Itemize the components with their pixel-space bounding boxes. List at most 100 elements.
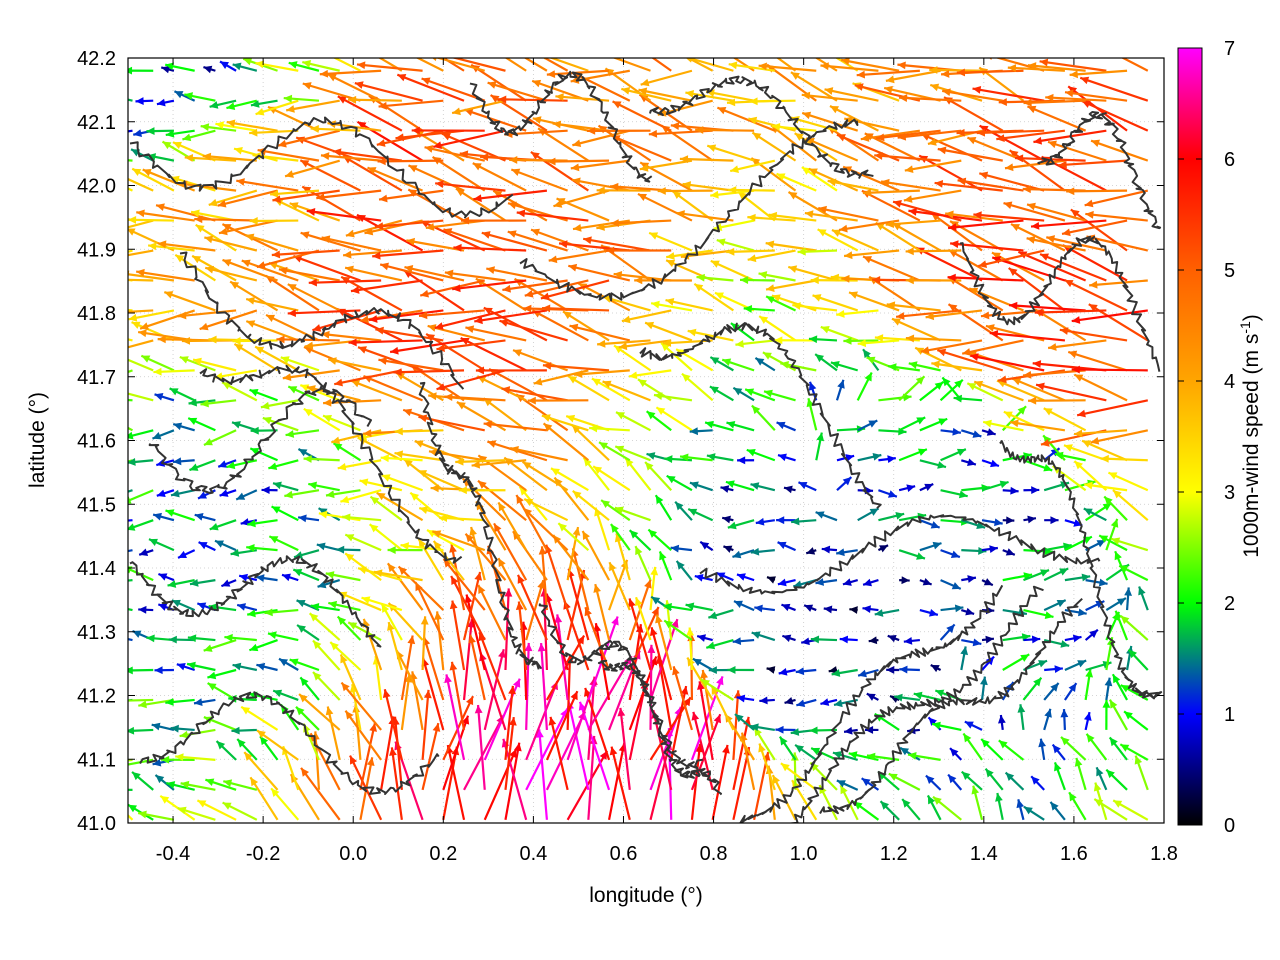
wind-vector xyxy=(960,607,975,616)
wind-vector xyxy=(1008,267,1066,312)
wind-vector xyxy=(971,785,984,821)
wind-vector xyxy=(743,305,775,313)
wind-vector xyxy=(777,578,796,587)
wind-vector xyxy=(434,611,445,671)
wind-vector xyxy=(436,369,506,391)
wind-vector xyxy=(862,578,879,587)
wind-vector xyxy=(198,541,216,552)
wind-vector xyxy=(152,429,175,440)
wind-vector xyxy=(215,121,258,132)
wind-vector xyxy=(249,639,278,652)
wind-vector xyxy=(318,510,361,522)
wind-vector xyxy=(934,179,1003,192)
wind-vector xyxy=(164,62,195,72)
wind-vector xyxy=(961,770,983,791)
wind-vector xyxy=(792,302,838,312)
wind-vector xyxy=(545,544,569,611)
wind-vector xyxy=(328,600,361,612)
wind-vector xyxy=(336,615,362,641)
wind-vector xyxy=(695,126,755,134)
wind-vector xyxy=(937,146,1003,162)
wind-vector xyxy=(208,189,258,207)
wind-vector xyxy=(387,546,423,554)
contour-line xyxy=(139,691,440,795)
wind-vector xyxy=(1002,548,1016,556)
wind-vector xyxy=(716,106,776,132)
wind-vector xyxy=(670,544,693,553)
wind-vector xyxy=(299,159,361,192)
wind-vector xyxy=(758,62,817,72)
wind-vector xyxy=(240,705,279,731)
wind-vector xyxy=(836,309,879,318)
wind-vector xyxy=(634,545,652,581)
wind-vector xyxy=(154,392,175,402)
wind-vector xyxy=(1026,202,1086,222)
wind-vector xyxy=(982,419,1024,432)
x-tick-label: -0.4 xyxy=(156,843,190,865)
y-tick-label: 41.2 xyxy=(77,686,116,708)
wind-vector xyxy=(477,584,507,641)
wind-vector xyxy=(441,58,465,72)
wind-vector xyxy=(735,339,775,348)
wind-vector xyxy=(344,265,403,282)
wind-vector xyxy=(685,602,713,612)
wind-vector xyxy=(236,738,258,761)
wind-vector xyxy=(919,380,945,402)
wind-vector xyxy=(1043,708,1052,731)
wind-vector xyxy=(1107,471,1149,492)
wind-vector xyxy=(1058,159,1128,169)
wind-vector xyxy=(1105,518,1119,551)
wind-vector xyxy=(839,635,858,644)
wind-vector xyxy=(542,422,590,462)
wind-vector xyxy=(1043,599,1067,612)
wind-vector xyxy=(1084,668,1094,701)
wind-vector xyxy=(880,178,941,192)
wind-vector xyxy=(597,339,651,348)
wind-vector xyxy=(797,247,838,256)
wind-vector xyxy=(537,643,549,730)
wind-vector xyxy=(1047,140,1107,162)
wind-vector xyxy=(308,278,382,287)
wind-vector xyxy=(1046,235,1107,252)
wind-vector xyxy=(751,404,776,432)
wind-vector xyxy=(936,348,1004,372)
wind-vector xyxy=(386,562,424,611)
wind-vector xyxy=(567,375,610,402)
wind-vector xyxy=(1043,682,1060,701)
wind-vector xyxy=(614,506,651,522)
wind-vector xyxy=(864,725,879,734)
wind-vector xyxy=(572,490,610,522)
wind-vector xyxy=(897,129,962,141)
wind-vector xyxy=(570,159,630,172)
wind-vector xyxy=(229,280,279,312)
wind-vector xyxy=(288,61,320,72)
wind-vector xyxy=(342,249,402,259)
wind-vector xyxy=(591,377,631,402)
colorbar-tick-label: 7 xyxy=(1224,38,1235,60)
wind-vector xyxy=(823,605,838,614)
wind-vector xyxy=(817,228,859,252)
wind-vector xyxy=(441,132,506,162)
wind-vector xyxy=(510,168,569,192)
wind-vector xyxy=(397,565,445,611)
wind-vector xyxy=(249,388,278,402)
wind-vector xyxy=(744,388,776,402)
x-tick-label: 1.2 xyxy=(880,843,908,865)
wind-vector xyxy=(862,255,921,282)
wind-vector xyxy=(247,608,278,618)
wind-vector xyxy=(287,385,320,402)
wind-vector xyxy=(898,484,916,492)
wind-vector xyxy=(981,518,1003,527)
wind-vector xyxy=(940,448,967,462)
wind-vector xyxy=(606,246,672,255)
wind-vector xyxy=(517,574,548,641)
wind-vector xyxy=(919,609,939,617)
wind-vector xyxy=(803,604,817,612)
wind-vector xyxy=(877,544,889,553)
wind-vector xyxy=(1002,572,1033,582)
wind-vector xyxy=(347,621,382,642)
wind-vector xyxy=(154,774,175,791)
wind-vector xyxy=(651,58,672,72)
wind-vector xyxy=(1023,635,1041,644)
y-tick-label: 41.7 xyxy=(77,367,116,389)
